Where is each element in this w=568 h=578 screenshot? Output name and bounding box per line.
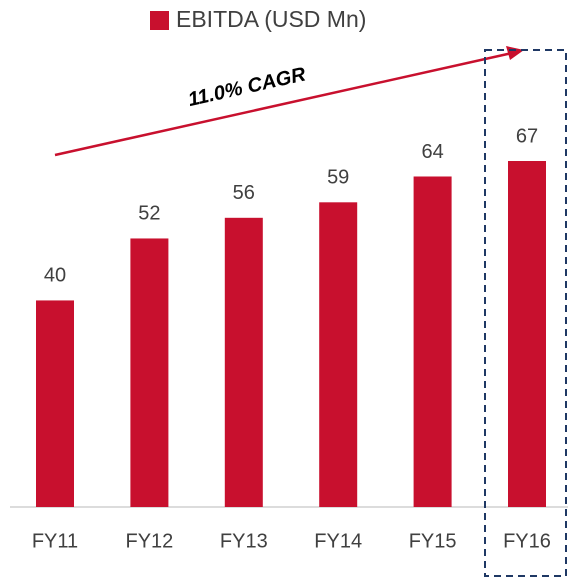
bar <box>508 161 546 507</box>
cagr-arrow <box>54 51 513 157</box>
x-tick-label: FY12 <box>125 530 173 552</box>
highlight-box <box>484 49 567 577</box>
x-tick-label: FY11 <box>32 530 78 552</box>
legend-label: EBITDA (USD Mn) <box>176 6 366 32</box>
cagr-label: 11.0% CAGR <box>186 63 308 111</box>
bar <box>130 238 169 507</box>
data-label: 52 <box>138 203 160 225</box>
data-label: 59 <box>327 167 349 189</box>
data-label: 67 <box>516 125 538 147</box>
bar <box>36 300 74 507</box>
bar <box>319 202 358 508</box>
data-label: 64 <box>421 141 443 163</box>
x-tick-label: FY14 <box>314 530 362 552</box>
x-tick-label: FY15 <box>409 530 457 552</box>
data-label: 40 <box>44 265 66 287</box>
data-label: 56 <box>233 182 255 204</box>
legend-swatch <box>150 11 169 30</box>
bar <box>224 217 263 507</box>
cagr-arrowhead <box>506 46 524 60</box>
x-tick-label: FY16 <box>503 530 551 552</box>
bar <box>413 176 452 507</box>
x-tick-label: FY13 <box>220 530 268 552</box>
